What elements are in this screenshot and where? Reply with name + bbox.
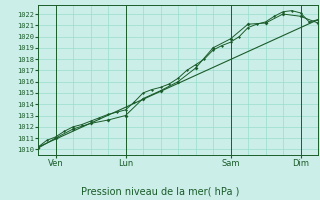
Text: Pression niveau de la mer( hPa ): Pression niveau de la mer( hPa ) — [81, 186, 239, 196]
X-axis label: Pression niveau de la mer( hPa ): Pression niveau de la mer( hPa ) — [0, 199, 1, 200]
